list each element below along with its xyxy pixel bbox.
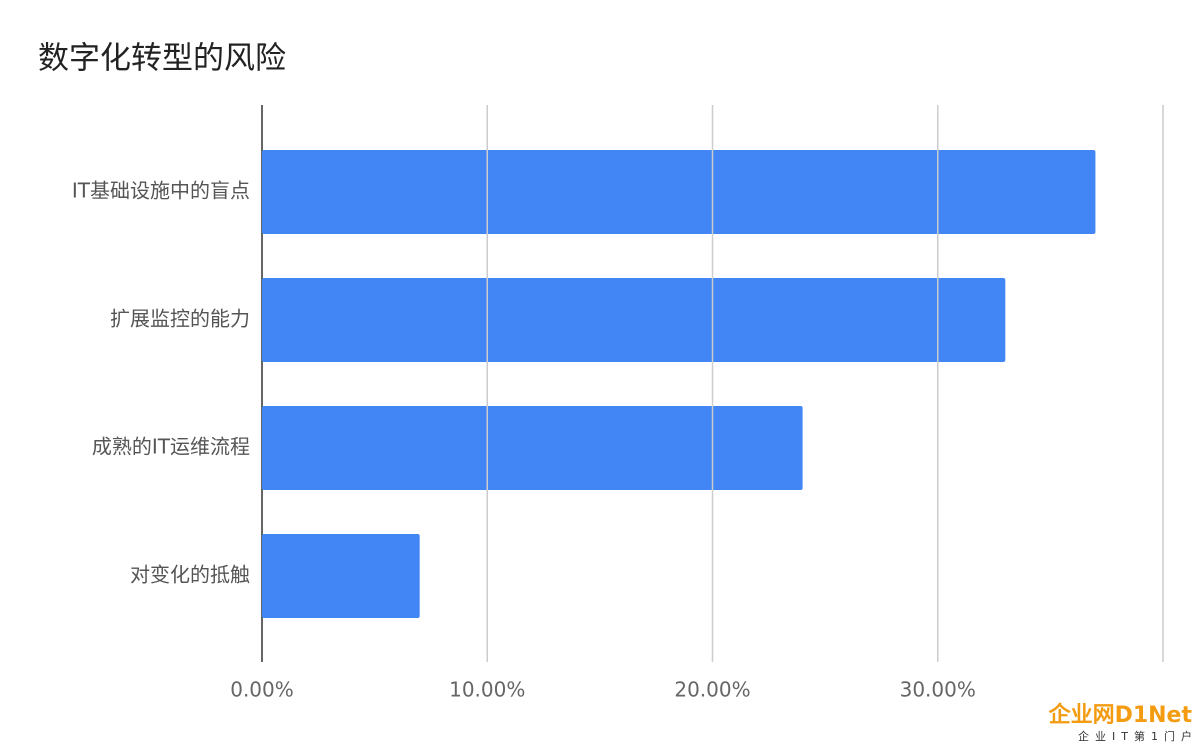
x-tick-label: 0.00% xyxy=(230,678,294,702)
watermark-logo: 企业网D1Net xyxy=(1048,702,1193,728)
y-tick-label: 成熟的IT运维流程 xyxy=(92,435,250,459)
y-tick-label: 对变化的抵触 xyxy=(130,563,250,587)
x-tick-label: 30.00% xyxy=(900,678,976,702)
bar xyxy=(262,278,1006,362)
y-tick-label: 扩展监控的能力 xyxy=(110,307,250,331)
bar xyxy=(262,406,803,490)
x-tick-label: 20.00% xyxy=(674,678,750,702)
bar xyxy=(262,150,1096,234)
bar xyxy=(262,534,420,618)
chart-title: 数字化转型的风险 xyxy=(38,41,286,77)
watermark-slogan: 企业IT第1门户 xyxy=(1078,729,1198,742)
y-tick-label: IT基础设施中的盲点 xyxy=(72,179,250,203)
x-tick-label: 10.00% xyxy=(449,678,525,702)
